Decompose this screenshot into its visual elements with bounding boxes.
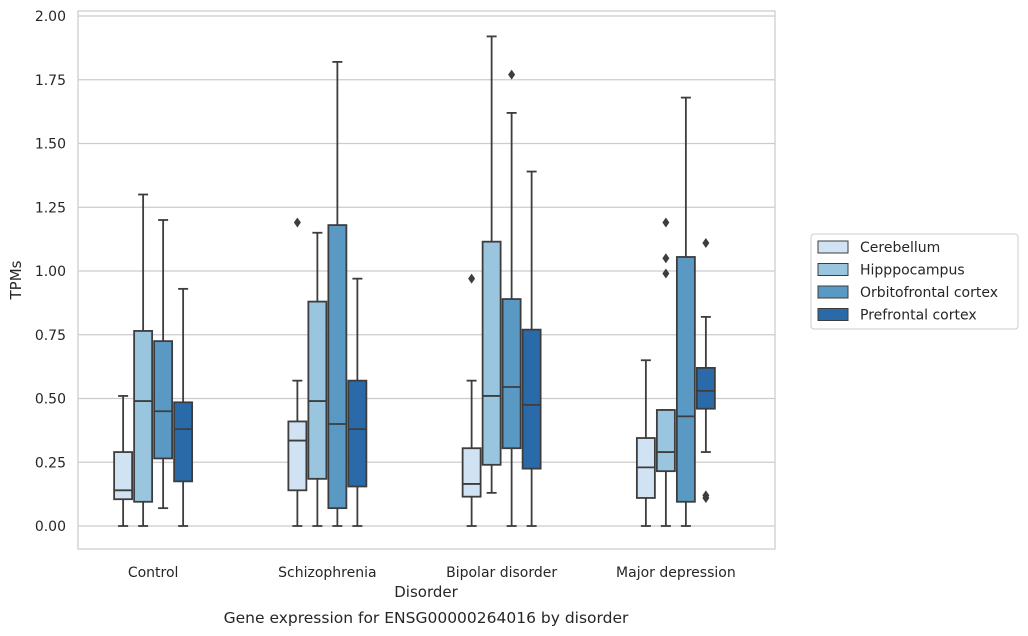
box-iqr xyxy=(521,328,542,470)
box-iqr xyxy=(113,451,134,501)
x-axis-label: Disorder xyxy=(394,583,458,601)
x-tick-label: Bipolar disorder xyxy=(446,565,557,581)
legend: Cerebellum Hipppocampus Orbitofrontal cort… xyxy=(810,233,1019,330)
box-0-2 xyxy=(461,273,482,527)
legend-swatch xyxy=(817,285,849,299)
x-axis-ticks: Control Schizophrenia Bipolar disorder Majo… xyxy=(128,565,736,581)
x-tick-label: Control xyxy=(128,565,179,581)
box-1-3 xyxy=(655,217,676,527)
boxes xyxy=(113,35,716,527)
outlier-point xyxy=(293,217,301,228)
legend-label: Prefrontal cortex xyxy=(860,308,977,324)
outlier-point xyxy=(662,253,670,264)
y-tick-label: 0.00 xyxy=(35,519,66,535)
box-iqr xyxy=(655,409,676,473)
x-tick-label: Major depression xyxy=(616,565,736,581)
y-axis-label: TPMs xyxy=(7,260,25,300)
box-0-3 xyxy=(635,359,656,527)
y-tick-label: 1.00 xyxy=(35,264,66,280)
box-iqr xyxy=(695,366,716,410)
outlier-point xyxy=(702,492,710,503)
legend-label: Hipppocampus xyxy=(860,263,965,279)
x-tick-label: Schizophrenia xyxy=(278,565,376,581)
box-1-1 xyxy=(307,231,328,527)
outlier-point xyxy=(662,217,670,228)
box-iqr xyxy=(153,340,174,460)
box-iqr xyxy=(133,330,154,503)
outlier-point xyxy=(508,69,516,80)
y-tick-label: 0.25 xyxy=(35,455,66,471)
legend-swatch xyxy=(817,240,849,254)
outlier-point xyxy=(468,273,476,284)
chart-caption: Gene expression for ENSG00000264016 by d… xyxy=(224,609,629,627)
box-iqr xyxy=(675,256,696,503)
box-2-1 xyxy=(327,61,348,527)
box-1-0 xyxy=(133,193,154,527)
y-axis-ticks: 0.00 0.25 0.50 0.75 1.00 1.25 1.50 1.75 2.00 xyxy=(35,9,66,535)
box-iqr xyxy=(347,379,368,488)
y-tick-label: 0.75 xyxy=(35,328,66,344)
box-iqr xyxy=(481,240,502,466)
outlier-point xyxy=(702,237,710,248)
box-0-1 xyxy=(287,217,308,527)
box-2-0 xyxy=(153,219,174,510)
box-iqr xyxy=(307,300,328,480)
legend-label: Orbitofrontal cortex xyxy=(860,285,998,301)
y-tick-label: 1.50 xyxy=(35,137,66,153)
box-3-0 xyxy=(173,287,194,527)
box-iqr xyxy=(461,447,482,498)
box-iqr xyxy=(173,401,194,483)
grid-lines xyxy=(78,15,775,527)
plot-area-frame xyxy=(77,10,776,550)
y-tick-label: 0.50 xyxy=(35,392,66,408)
box-iqr xyxy=(287,420,308,492)
legend-frame xyxy=(810,233,1019,330)
outlier-point xyxy=(662,268,670,279)
box-iqr xyxy=(501,298,522,450)
box-1-2 xyxy=(481,35,502,494)
box-iqr xyxy=(327,224,348,510)
box-0-0 xyxy=(113,395,134,527)
legend-label: Cerebellum xyxy=(860,240,940,256)
legend-swatch xyxy=(817,263,849,276)
box-2-2 xyxy=(501,69,522,527)
legend-swatch xyxy=(817,308,849,321)
box-2-3 xyxy=(675,96,696,527)
box-3-2 xyxy=(521,170,542,527)
box-3-3 xyxy=(695,237,716,503)
y-tick-label: 2.00 xyxy=(35,9,66,25)
y-tick-label: 1.25 xyxy=(35,200,66,216)
y-tick-label: 1.75 xyxy=(35,73,66,89)
box-3-1 xyxy=(347,277,368,527)
